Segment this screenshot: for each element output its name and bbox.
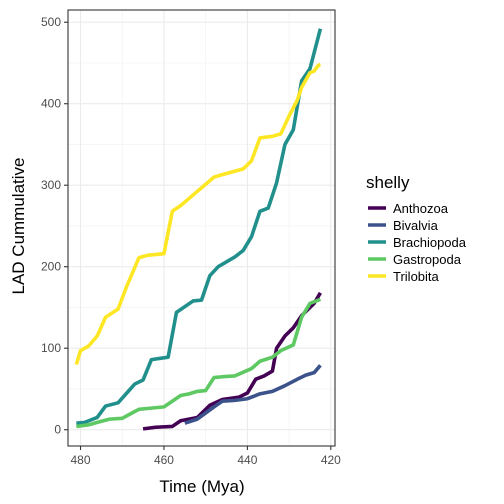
legend-label-anthozoa: Anthozoa (393, 201, 449, 216)
legend-title: shelly (366, 173, 410, 192)
plot-panel (68, 10, 335, 446)
series-line-bivalvia (184, 364, 322, 425)
legend: shelly Anthozoa Bivalvia Brachiopoda Gastro… (366, 173, 467, 284)
y-axis-title: LAD Cummulative (9, 158, 28, 295)
legend-label-trilobita: Trilobita (393, 269, 440, 284)
series-line-brachiopoda (76, 28, 323, 425)
x-tick-label: 480 (71, 453, 91, 467)
legend-label-brachiopoda: Brachiopoda (393, 235, 467, 250)
y-tick-label: 100 (41, 341, 61, 355)
y-tick-label: 500 (41, 15, 61, 29)
series-line-anthozoa (142, 291, 322, 431)
x-axis-title: Time (Mya) (159, 477, 244, 496)
x-tick-label: 420 (321, 453, 341, 467)
series-line-trilobita (74, 62, 322, 366)
legend-label-gastropoda: Gastropoda (393, 252, 462, 267)
plot-border (67, 9, 336, 447)
y-tick-label: 0 (54, 423, 61, 437)
x-tick-label: 440 (237, 453, 257, 467)
x-tick-label: 460 (154, 453, 174, 467)
plot-area: 0 100 200 300 400 500 480 460 440 420 (41, 9, 341, 467)
legend-label-bivalvia: Bivalvia (393, 218, 439, 233)
series-line-gastropoda (76, 297, 322, 429)
y-tick-label: 400 (41, 97, 61, 111)
y-tick-label: 200 (41, 260, 61, 274)
y-tick-label: 300 (41, 178, 61, 192)
